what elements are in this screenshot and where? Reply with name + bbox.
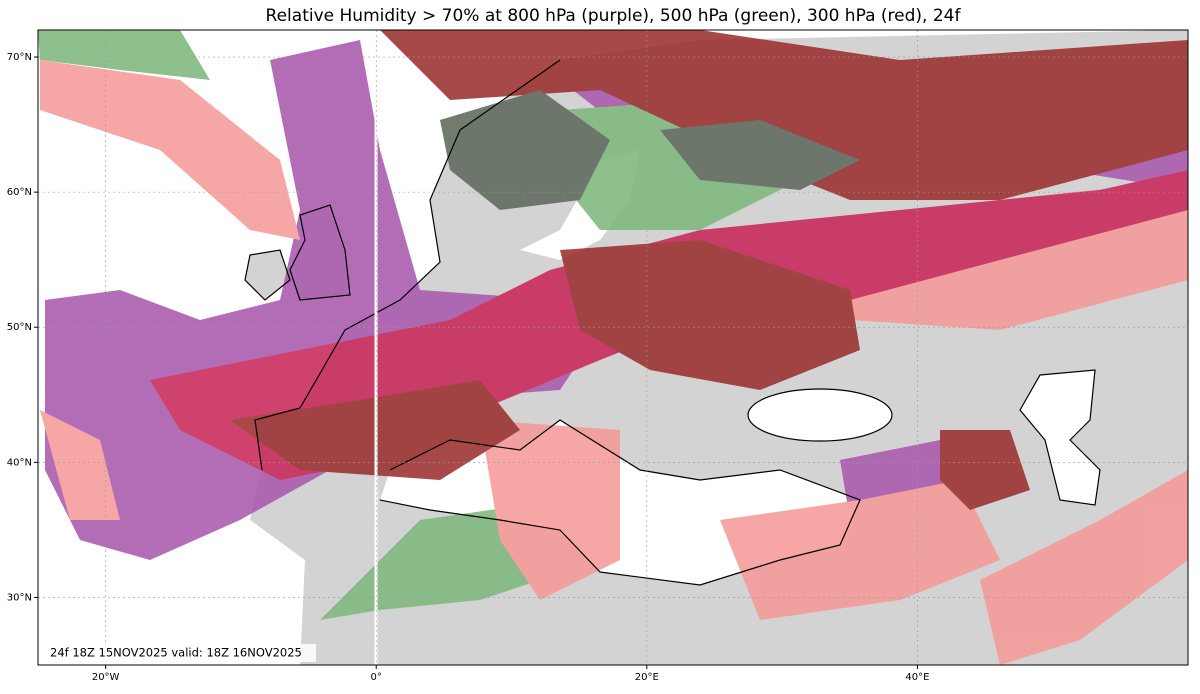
graticule <box>38 30 1188 665</box>
coastline <box>1019 369 1101 506</box>
coastline <box>747 388 893 442</box>
sea-black <box>748 389 892 441</box>
lat-tick-label: 60°N <box>7 187 32 198</box>
rh-300 <box>560 240 860 390</box>
plot-frame <box>37 29 1189 666</box>
map-title: Relative Humidity > 70% at 800 hPa (purp… <box>266 6 962 26</box>
rh-300 <box>40 60 300 240</box>
rh-300 <box>40 410 120 520</box>
rh-300 <box>380 30 1188 200</box>
lon-tick-label: 0° <box>371 672 382 683</box>
lon-tick-label: 20°W <box>92 672 120 683</box>
lat-tick-label: 70°N <box>7 52 32 63</box>
land-ireland <box>245 250 290 300</box>
lon-tick-label: 40°E <box>905 672 929 683</box>
footer-label: 24f 18Z 15NOV2025 valid: 18Z 16NOV2025 <box>50 646 302 660</box>
lat-tick-label: 40°N <box>7 457 32 468</box>
footer-box <box>44 644 316 662</box>
map-layers <box>38 30 1188 665</box>
sea-caspian <box>1020 370 1100 505</box>
coastline <box>254 59 561 471</box>
rh-300 <box>480 420 620 600</box>
rh-all <box>660 120 860 190</box>
lat-tick-label: 30°N <box>7 592 32 603</box>
humidity-overlay <box>38 30 1188 665</box>
lat-tick-label: 50°N <box>7 322 32 333</box>
rh-300 <box>940 430 1030 510</box>
rh-300 <box>980 470 1188 665</box>
coastlines <box>244 59 1101 586</box>
rh-all <box>440 90 610 210</box>
lon-tick-label: 20°E <box>635 672 659 683</box>
rh-300 <box>720 480 1000 620</box>
coastline <box>379 419 861 586</box>
coastline <box>244 204 351 301</box>
rh-500 <box>38 30 210 80</box>
